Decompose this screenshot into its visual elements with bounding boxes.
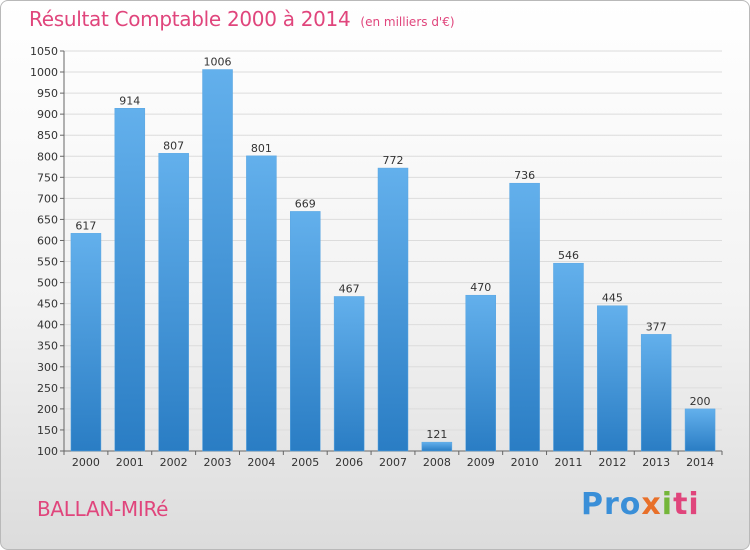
bar-2000 [70, 233, 102, 452]
y-tick-label: 900 [37, 108, 58, 121]
y-tick-label: 550 [37, 256, 58, 269]
value-label-2004: 801 [251, 142, 272, 155]
value-label-2002: 807 [163, 139, 184, 152]
y-tick-label: 400 [37, 319, 58, 332]
bar-2013 [640, 334, 672, 452]
y-tick-label: 850 [37, 129, 58, 142]
y-tick-label: 500 [37, 277, 58, 290]
y-tick-label: 300 [37, 361, 58, 374]
bar-2012 [597, 305, 628, 452]
y-tick-label: 800 [37, 150, 58, 163]
x-tick-label-2001: 2001 [116, 456, 144, 469]
x-tick-label-2013: 2013 [642, 456, 670, 469]
x-tick-label-2009: 2009 [467, 456, 495, 469]
y-tick-label: 250 [37, 382, 58, 395]
value-label-2007: 772 [383, 154, 404, 167]
bar-2006 [333, 296, 365, 452]
y-tick-label: 950 [37, 87, 58, 100]
bar-2002 [158, 153, 189, 452]
title-row: Résultat Comptable 2000 à 2014 (en millie… [29, 7, 455, 31]
value-label-2000: 617 [75, 219, 96, 232]
bar-2014 [684, 408, 716, 452]
y-tick-label: 450 [37, 298, 58, 311]
y-tick-label: 200 [37, 403, 58, 416]
bar-2003 [202, 69, 233, 452]
y-tick-label: 150 [37, 424, 58, 437]
logo-part-3: i [661, 487, 674, 522]
bar-2010 [509, 182, 540, 452]
x-tick-label-2005: 2005 [291, 456, 319, 469]
y-tick-label: 700 [37, 192, 58, 205]
x-tick-label-2011: 2011 [554, 456, 582, 469]
x-tick-label-2000: 2000 [72, 456, 100, 469]
value-label-2014: 200 [690, 395, 711, 408]
x-tick-label-2012: 2012 [598, 456, 626, 469]
chart-subtitle: (en milliers d'€) [360, 15, 455, 29]
value-label-2003: 1006 [204, 56, 232, 69]
y-tick-label: 600 [37, 234, 58, 247]
value-label-2006: 467 [339, 282, 360, 295]
value-label-2001: 914 [119, 94, 140, 107]
x-tick-label-2002: 2002 [160, 456, 188, 469]
value-label-2012: 445 [602, 292, 623, 305]
x-tick-label-2007: 2007 [379, 456, 407, 469]
x-tick-label-2006: 2006 [335, 456, 363, 469]
y-tick-label: 100 [37, 445, 58, 458]
value-label-2011: 546 [558, 249, 579, 262]
commune-name: BALLAN-MIRé [37, 497, 169, 521]
value-label-2010: 736 [514, 169, 535, 182]
bar-2004 [246, 155, 277, 452]
value-label-2013: 377 [646, 320, 667, 333]
bar-2008 [421, 441, 453, 452]
bar-2009 [465, 294, 496, 452]
x-tick-label-2010: 2010 [511, 456, 539, 469]
logo-part-2: x [641, 487, 662, 522]
x-tick-label-2003: 2003 [204, 456, 232, 469]
x-tick-label-2008: 2008 [423, 456, 451, 469]
labels: 617 2000 914 2001 807 2002 1006 2003 801 2004 669 2… [72, 56, 714, 469]
bar-2001 [114, 108, 146, 452]
value-label-2005: 669 [295, 197, 316, 210]
proxiti-logo[interactable]: Proxiti [581, 487, 700, 522]
chart-title: Résultat Comptable 2000 à 2014 [29, 7, 351, 31]
y-tick-label: 1050 [30, 45, 58, 58]
bars [70, 69, 716, 452]
y-tick-label: 350 [37, 340, 58, 353]
y-tick-label: 1000 [30, 66, 58, 79]
x-tick-label-2004: 2004 [247, 456, 275, 469]
x-tick-label-2014: 2014 [686, 456, 714, 469]
logo-part-1: Pro [581, 487, 642, 522]
value-label-2008: 121 [426, 428, 447, 441]
value-label-2009: 470 [470, 281, 491, 294]
bar-2011 [553, 262, 584, 452]
y-tick-label: 750 [37, 171, 58, 184]
logo-part-4: ti [673, 487, 700, 522]
y-tick-label: 650 [37, 213, 58, 226]
bar-2007 [377, 167, 409, 452]
bar-2005 [290, 211, 321, 452]
